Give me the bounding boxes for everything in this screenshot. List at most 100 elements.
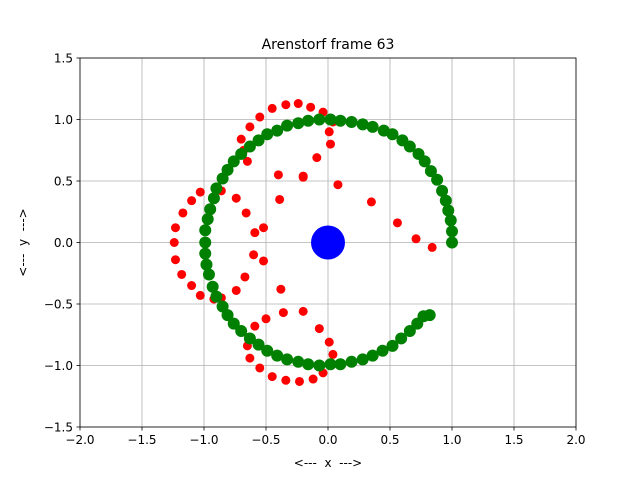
data-point: [292, 117, 305, 130]
data-point: [249, 250, 259, 260]
data-point: [216, 172, 229, 185]
y-axis-label: <--- y --->: [16, 208, 30, 276]
data-point: [328, 349, 338, 359]
data-point: [366, 197, 376, 207]
data-point: [436, 184, 449, 197]
data-point: [298, 306, 308, 316]
data-point: [221, 309, 234, 322]
data-point: [252, 134, 265, 147]
x-tick-label: −1.5: [127, 433, 156, 447]
data-point: [366, 120, 379, 133]
data-point: [231, 193, 241, 203]
data-point: [281, 353, 294, 366]
data-point: [356, 118, 369, 131]
data-point: [250, 321, 260, 331]
data-point: [324, 337, 334, 347]
data-point: [235, 325, 248, 338]
data-point: [345, 355, 358, 368]
data-point: [366, 349, 379, 362]
data-point: [178, 208, 188, 218]
data-point: [261, 344, 274, 357]
data-point: [199, 236, 212, 249]
data-point: [423, 309, 436, 322]
data-point: [302, 114, 315, 127]
data-point: [325, 139, 335, 149]
data-point: [235, 147, 248, 160]
data-point: [271, 124, 284, 137]
data-point: [273, 170, 283, 180]
data-point: [334, 358, 347, 371]
data-point: [255, 363, 265, 373]
data-point: [261, 128, 274, 141]
data-point: [200, 258, 213, 271]
y-tick-label: −1.5: [44, 421, 73, 435]
data-point: [281, 375, 291, 385]
data-point: [243, 140, 256, 153]
data-point: [170, 223, 180, 233]
data-point: [195, 290, 205, 300]
data-point: [245, 122, 255, 132]
series-1: [199, 113, 458, 372]
data-point: [308, 374, 318, 384]
data-point: [271, 349, 284, 362]
data-point: [293, 99, 303, 109]
series-2: [311, 225, 345, 260]
data-point: [431, 173, 444, 186]
data-point: [207, 192, 220, 205]
data-point: [324, 127, 334, 137]
data-point: [187, 196, 197, 206]
data-point: [396, 134, 409, 147]
x-axis-ticks: −2.0 −1.5 −1.0 −0.5 0.0 0.5 1.0 1.5 2.0: [65, 427, 586, 447]
data-point: [245, 353, 255, 363]
x-tick-label: 1.0: [442, 433, 461, 447]
data-point: [312, 153, 322, 163]
data-point: [424, 165, 437, 178]
data-point: [267, 372, 277, 382]
x-tick-label: −0.5: [251, 433, 280, 447]
data-point: [313, 359, 326, 372]
data-point: [446, 236, 458, 249]
x-tick-label: 0.5: [380, 433, 399, 447]
data-point: [444, 214, 457, 227]
data-point: [412, 147, 425, 160]
data-point: [177, 269, 187, 279]
data-point: [170, 255, 180, 265]
data-point: [240, 272, 250, 282]
data-point: [201, 213, 214, 226]
data-point: [356, 353, 369, 366]
data-point: [187, 281, 197, 291]
data-point: [281, 100, 291, 110]
data-point: [395, 332, 408, 345]
data-point: [255, 112, 265, 122]
data-point: [392, 218, 402, 228]
data-point: [306, 102, 316, 112]
data-point: [442, 204, 455, 217]
data-point: [278, 308, 288, 318]
data-point: [227, 155, 240, 168]
data-point: [427, 242, 437, 252]
data-point: [386, 339, 399, 352]
data-point: [169, 238, 179, 247]
data-point: [202, 268, 215, 281]
y-tick-label: −0.5: [44, 298, 73, 312]
y-tick-label: 1.0: [54, 113, 73, 127]
y-tick-label: 1.5: [54, 52, 73, 66]
y-tick-label: 0.0: [54, 236, 73, 250]
x-tick-label: −1.0: [189, 433, 218, 447]
data-point: [231, 285, 241, 295]
data-point: [204, 203, 217, 216]
data-point: [199, 224, 212, 237]
y-axis-ticks: −1.5 −1.0 −0.5 0.0 0.5 1.0 1.5: [44, 52, 80, 435]
data-point: [377, 124, 390, 137]
data-point: [241, 208, 251, 218]
data-point: [333, 180, 343, 190]
data-point: [446, 225, 458, 238]
data-point: [403, 325, 416, 338]
x-axis-label: <--- x --->: [294, 456, 362, 470]
data-point: [267, 103, 277, 113]
data-point: [195, 187, 205, 197]
data-point: [324, 113, 337, 126]
data-point: [250, 228, 260, 238]
data-point: [236, 134, 246, 144]
